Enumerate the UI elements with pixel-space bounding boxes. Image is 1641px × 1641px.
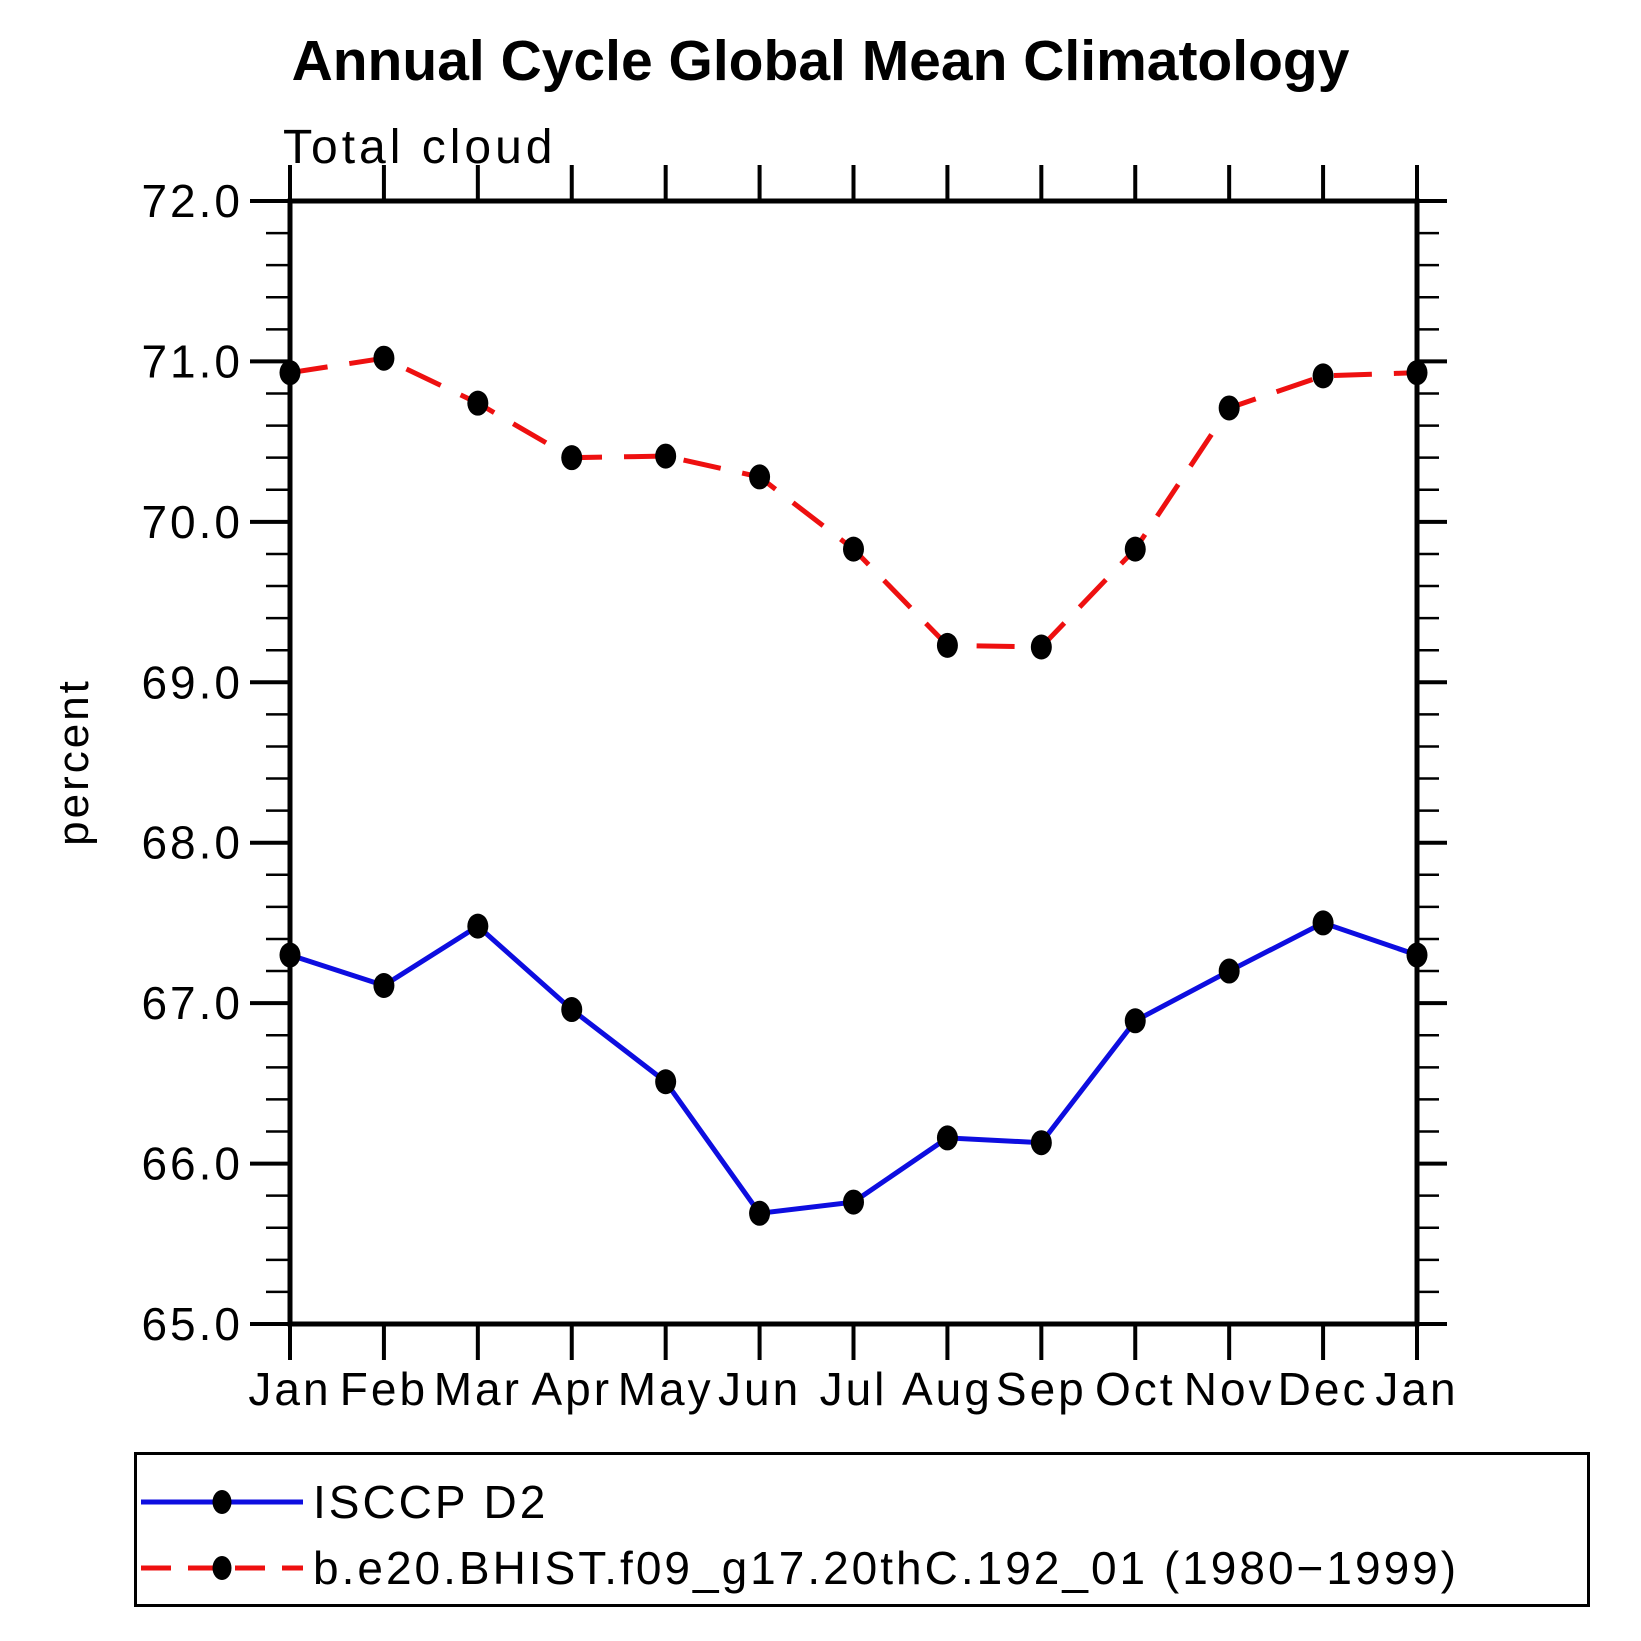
x-tick-label: Mar [434, 1363, 522, 1415]
series-0-marker [279, 942, 301, 968]
x-tick-label: Oct [1095, 1363, 1176, 1415]
series-line-0 [289, 920, 1418, 1216]
y-axis-title: percent [49, 678, 98, 846]
series-1-marker [1312, 363, 1334, 389]
y-tick-label: 71.0 [141, 335, 243, 387]
chart-title: Annual Cycle Global Mean Climatology [291, 29, 1350, 93]
x-tick-label: Aug [902, 1363, 993, 1415]
legend-key-solid-line-icon [141, 1490, 303, 1514]
series-0-marker [843, 1189, 864, 1215]
plot-area: Total cloud percent 65.0 66.0 67.0 68.0 69.0… [49, 121, 1458, 1415]
x-tick-label: Jul [820, 1363, 888, 1415]
series-1-marker [1030, 634, 1052, 660]
legend: ISCCP D2 b.e20.BHIST.f09_g17.20thC.192_0… [134, 1452, 1590, 1607]
series-0-marker [749, 1200, 771, 1226]
axis-box [287, 198, 1420, 1327]
y-tick-label: 66.0 [141, 1138, 243, 1190]
series-0-marker [1312, 910, 1334, 936]
series-0-marker [1218, 958, 1240, 984]
y-tick-label: 68.0 [141, 817, 243, 869]
legend-key-marker [212, 1490, 232, 1514]
series-1-marker [373, 345, 395, 371]
x-tick-label: Sep [996, 1363, 1087, 1415]
series-1-marker [561, 445, 583, 471]
series-0-marker [1406, 942, 1428, 968]
series-1-marker [655, 443, 677, 469]
x-tick-label: Apr [531, 1363, 612, 1415]
series-1-marker [936, 632, 958, 658]
series-1-marker [1218, 395, 1240, 421]
y-tick-label: 70.0 [141, 496, 243, 548]
legend-key-dashed-line-icon [141, 1556, 303, 1580]
series-1-marker [749, 464, 771, 490]
series-0-marker [655, 1069, 677, 1095]
series-1-marker [279, 360, 301, 386]
y-tick-label: 72.0 [141, 175, 243, 227]
y-tick-label: 69.0 [141, 656, 243, 708]
series-1-marker [1406, 360, 1428, 386]
x-tick-label: May [618, 1363, 714, 1415]
legend-row-model: b.e20.BHIST.f09_g17.20thC.192_01 (1980−1… [137, 1535, 1587, 1601]
legend-label-isccp: ISCCP D2 [313, 1476, 549, 1528]
series-1-marker [843, 536, 864, 562]
series-line-1 [289, 355, 1418, 650]
series-0-marker [936, 1125, 958, 1151]
series-1-marker [1124, 536, 1146, 562]
legend-key-marker [212, 1556, 232, 1580]
series-0-marker [1030, 1130, 1052, 1156]
x-tick-label: Jan [248, 1363, 331, 1415]
legend-row-isccp: ISCCP D2 [137, 1469, 1587, 1535]
series-0-marker [1124, 1008, 1146, 1034]
y-tick-label: 65.0 [141, 1298, 243, 1350]
x-tick-label: Jun [718, 1363, 801, 1415]
series-0-marker [467, 913, 489, 939]
series-0-marker [561, 997, 583, 1023]
x-tick-label: Jan [1375, 1363, 1458, 1415]
legend-label-model: b.e20.BHIST.f09_g17.20thC.192_01 (1980−1… [313, 1542, 1460, 1594]
plot-subtitle: Total cloud [283, 121, 556, 174]
y-tick-label: 67.0 [141, 977, 243, 1029]
x-tick-label: Nov [1184, 1363, 1275, 1415]
x-tick-label: Feb [340, 1363, 428, 1415]
x-tick-label: Dec [1278, 1363, 1369, 1415]
series-0-marker [373, 972, 395, 998]
series-1-marker [467, 390, 489, 416]
